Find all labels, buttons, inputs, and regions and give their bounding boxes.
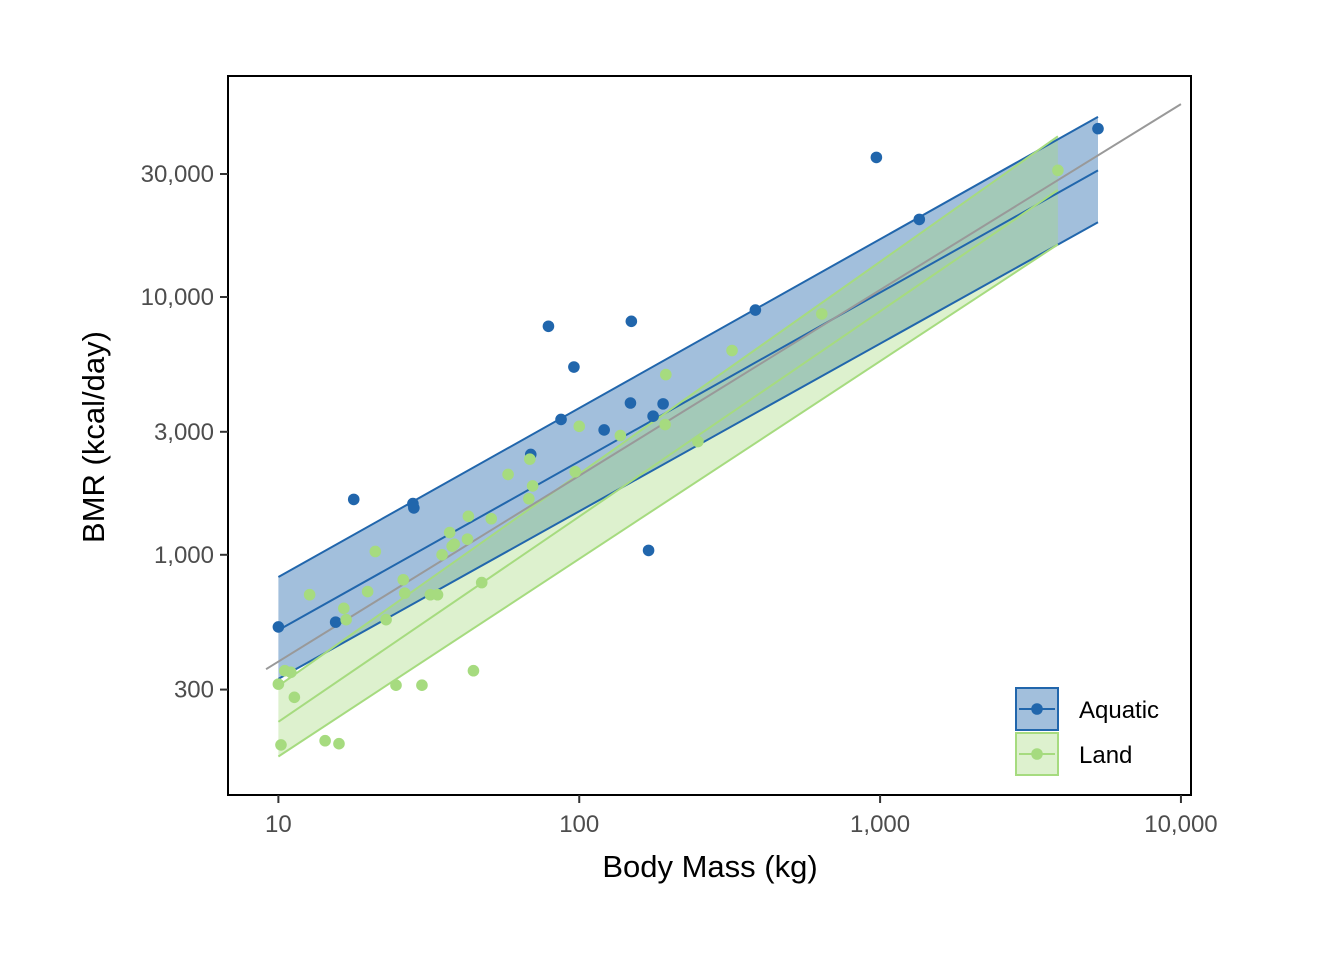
land-point [467, 664, 480, 677]
land-point [338, 602, 350, 615]
aquatic-point [408, 502, 420, 514]
y-tick-label: 300 [174, 677, 214, 704]
land-point [692, 435, 704, 448]
aquatic-point [598, 424, 610, 436]
land-point [285, 666, 297, 679]
land-point [361, 585, 374, 598]
aquatic-point [642, 544, 655, 557]
aquatic-point [625, 315, 638, 328]
land-point [569, 465, 582, 478]
aquatic-point [272, 621, 285, 633]
land-point [461, 533, 474, 545]
land-point [726, 344, 738, 357]
land-point [573, 420, 586, 433]
land-point [275, 739, 287, 751]
land-point [475, 576, 488, 589]
land-point [369, 545, 382, 558]
aquatic-legend-label: Aquatic [1079, 697, 1159, 724]
x-tick-label: 10,000 [1144, 811, 1217, 838]
land-point [288, 691, 301, 704]
land-point [443, 526, 456, 539]
aquatic-fit-line [277, 169, 1099, 632]
land-band-lower [277, 243, 1059, 758]
land-fit-line [277, 189, 1059, 723]
legend: Aquatic Land [1015, 687, 1159, 776]
land-point [319, 734, 331, 747]
land-point [659, 418, 671, 431]
x-tick-label: 100 [559, 811, 599, 838]
land-point [272, 678, 285, 690]
land-point [398, 587, 411, 599]
aquatic-point [555, 413, 567, 426]
land-point [436, 548, 448, 561]
land-point [462, 510, 475, 523]
x-tick-label: 1,000 [850, 811, 910, 838]
land-point [333, 737, 345, 750]
y-tick-label: 30,000 [141, 161, 214, 188]
land-point [380, 613, 392, 626]
land-point [523, 492, 535, 505]
x-tick-label: 10 [265, 811, 292, 838]
x-axis-title: Body Mass (kg) [602, 849, 817, 884]
land-legend-dot [1031, 748, 1043, 760]
aquatic-point [870, 151, 883, 164]
land-point [340, 613, 352, 626]
land-point [614, 429, 627, 442]
y-tick-label: 3,000 [154, 419, 214, 446]
land-point [416, 679, 428, 691]
land-point [390, 679, 402, 691]
aquatic-point [347, 493, 360, 506]
land-point [431, 588, 444, 601]
aquatic-legend-dot [1031, 703, 1043, 715]
aquatic-point [647, 410, 659, 422]
land-point [660, 368, 672, 381]
land-point [526, 480, 539, 492]
aquatic-point [749, 304, 762, 316]
land-point [1052, 164, 1064, 177]
y-axis: 300 1,000 3,000 10,000 30,000 [141, 76, 229, 795]
aquatic-band-lower [277, 221, 1099, 680]
aquatic-point [624, 397, 637, 409]
land-point [303, 588, 316, 601]
aquatic-point [1092, 122, 1104, 135]
overall-fit-line [265, 103, 1182, 671]
y-tick-label: 10,000 [141, 284, 214, 311]
data-points [272, 122, 1104, 751]
aquatic-point [542, 320, 555, 333]
land-legend-label: Land [1079, 742, 1132, 769]
land-point [485, 512, 498, 525]
aquatic-point [913, 213, 926, 226]
aquatic-point [329, 616, 342, 628]
aquatic-point [657, 398, 669, 410]
land-confidence-band [278, 136, 1058, 757]
land-point [502, 468, 514, 481]
aquatic-point [568, 361, 580, 373]
land-point [448, 538, 460, 550]
land-point [397, 573, 410, 586]
land-point [524, 453, 536, 465]
land-point [815, 308, 828, 320]
y-tick-label: 1,000 [154, 542, 214, 569]
x-axis: 10 100 1,000 10,000 [228, 794, 1218, 838]
y-axis-title: BMR (kcal/day) [76, 331, 111, 543]
